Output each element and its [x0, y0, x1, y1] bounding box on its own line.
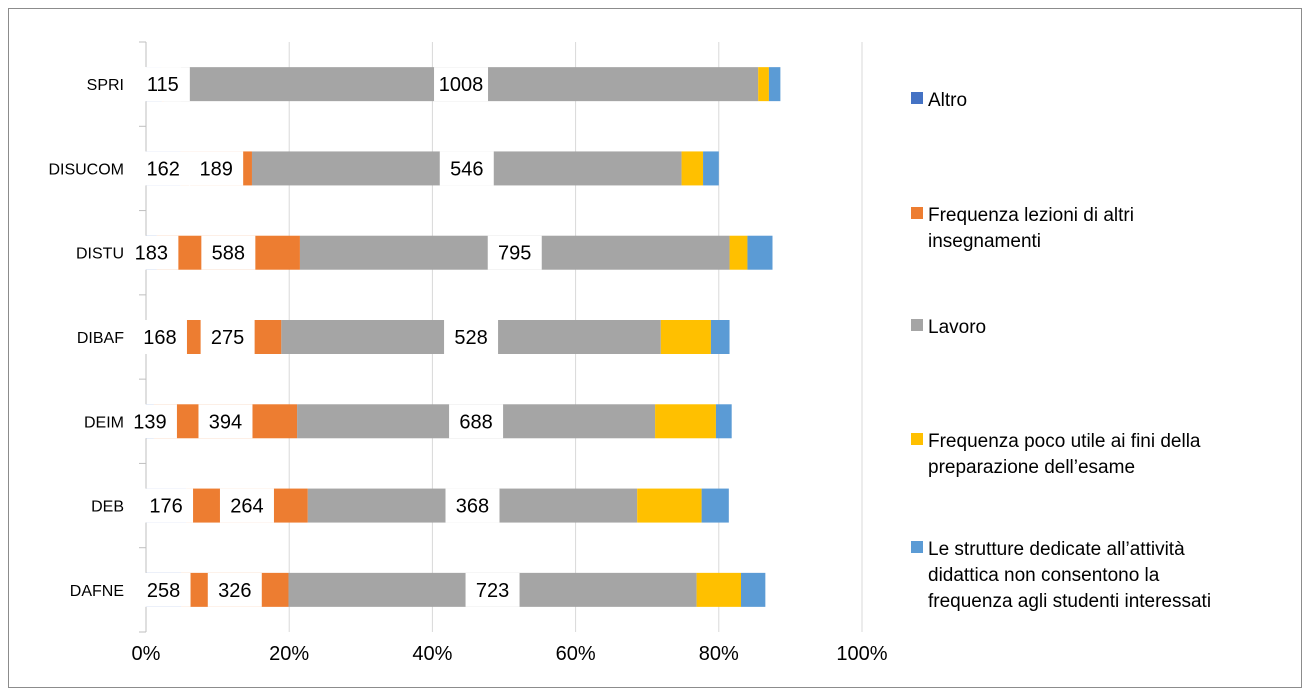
bar-segment: [740, 572, 766, 607]
data-label-box: [219, 488, 274, 523]
x-tick-label: 80%: [699, 643, 739, 665]
data-label: 723: [476, 580, 509, 602]
data-label-box: [124, 235, 179, 270]
data-label-box: [439, 151, 494, 186]
data-label-box: [434, 67, 489, 102]
legend-swatch: [911, 319, 923, 331]
data-label: 368: [456, 496, 489, 518]
legend-label: Le strutture dedicate all’attività: [928, 539, 1185, 560]
legend-label: preparazione dell’esame: [928, 457, 1135, 478]
data-label: 139: [133, 411, 166, 433]
data-label-box: [207, 572, 262, 607]
legend-label: didattica non consentono la: [928, 565, 1160, 586]
bar-segment: [729, 235, 748, 270]
data-label-box: [135, 67, 190, 102]
data-label: 795: [498, 243, 531, 265]
category-label: DISUCOM: [48, 161, 124, 178]
bar-segment: [637, 488, 702, 523]
data-label-box: [444, 320, 499, 354]
data-label: 688: [459, 411, 492, 433]
data-label-box: [139, 488, 194, 523]
data-label-box: [136, 151, 191, 186]
x-tick-label: 60%: [556, 643, 596, 665]
data-label-box: [122, 404, 177, 439]
legend-swatch: [911, 433, 923, 445]
category-label: DISTU: [76, 246, 124, 263]
data-label-box: [132, 320, 187, 354]
bar-segment: [703, 151, 719, 186]
data-label: 394: [209, 411, 242, 433]
data-label-box: [198, 404, 253, 439]
data-label: 528: [454, 327, 487, 349]
data-label: 1008: [439, 74, 484, 96]
data-label: 326: [218, 580, 251, 602]
legend-label: Frequenza lezioni di altri: [928, 205, 1134, 226]
category-label: DEIM: [84, 414, 124, 431]
bar-segment: [758, 67, 769, 102]
x-tick-label: 20%: [269, 643, 309, 665]
bar-segment: [681, 151, 704, 186]
category-label: DIBAF: [77, 330, 124, 347]
data-label: 275: [211, 327, 244, 349]
data-label-box: [445, 488, 500, 523]
legend-swatch: [911, 541, 923, 553]
bar-segment: [768, 67, 781, 102]
bar-segment: [655, 404, 716, 439]
legend-swatch: [911, 92, 923, 104]
data-label: 162: [146, 158, 179, 180]
legend-label: Frequenza poco utile ai fini della: [928, 431, 1201, 452]
data-label-box: [449, 404, 504, 439]
legend-swatch: [911, 207, 923, 219]
bar-segment: [710, 320, 730, 354]
bar-segment: [747, 235, 773, 270]
x-tick-label: 40%: [412, 643, 452, 665]
legend-label: insegnamenti: [928, 231, 1041, 252]
data-label: 176: [149, 496, 182, 518]
x-tick-label: 100%: [836, 643, 887, 665]
legend-label: Altro: [928, 90, 967, 111]
bar-segment: [660, 320, 711, 354]
data-label: 264: [230, 496, 263, 518]
bar-segment: [715, 404, 732, 439]
data-label-box: [465, 572, 520, 607]
category-label: SPRI: [87, 77, 124, 94]
data-label: 189: [199, 158, 232, 180]
bar-segment: [696, 572, 741, 607]
legend-label: frequenza agli studenti interessati: [928, 591, 1211, 612]
data-label: 115: [147, 74, 179, 96]
data-label-box: [201, 235, 256, 270]
data-label: 258: [147, 580, 180, 602]
data-label-box: [200, 320, 255, 354]
data-label: 168: [143, 327, 176, 349]
data-label-box: [189, 151, 244, 186]
data-label: 546: [450, 158, 483, 180]
x-tick-label: 0%: [132, 643, 161, 665]
legend-label: Lavoro: [928, 317, 986, 338]
data-label: 588: [212, 243, 245, 265]
data-label: 183: [135, 243, 168, 265]
bar-segment: [701, 488, 729, 523]
category-label: DEB: [91, 499, 124, 516]
category-label: DAFNE: [70, 583, 124, 600]
data-label-box: [136, 572, 191, 607]
data-label-box: [487, 235, 542, 270]
